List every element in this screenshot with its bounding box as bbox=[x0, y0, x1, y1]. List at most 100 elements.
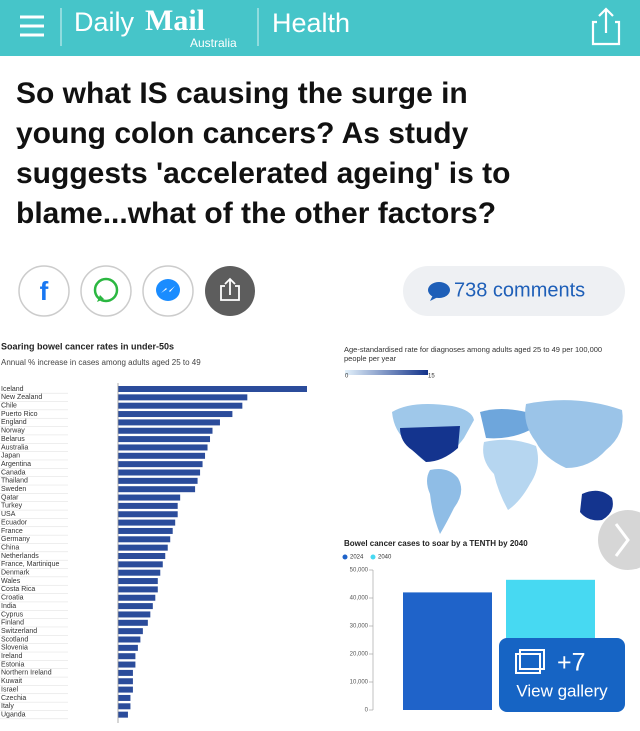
category-label: Belarus bbox=[1, 436, 25, 443]
bar bbox=[118, 469, 201, 476]
bar bbox=[118, 569, 161, 576]
comments-count: 738 comments bbox=[454, 279, 585, 301]
facebook-button[interactable]: f bbox=[18, 265, 70, 317]
gallery-button[interactable]: +7 View gallery bbox=[499, 638, 625, 712]
section-title[interactable]: Health bbox=[272, 8, 350, 38]
bar bbox=[118, 411, 233, 418]
brand-daily[interactable]: Daily bbox=[74, 7, 135, 37]
bar bbox=[118, 553, 166, 559]
category-label: Denmark bbox=[1, 570, 30, 577]
category-label: Ecuador bbox=[1, 519, 28, 526]
whatsapp-button[interactable] bbox=[80, 265, 132, 317]
bar bbox=[118, 494, 181, 501]
map-region bbox=[483, 439, 538, 510]
share-button[interactable] bbox=[591, 7, 621, 46]
comments-button[interactable]: 738 comments bbox=[403, 266, 625, 316]
bar bbox=[118, 419, 220, 426]
y-tick-label: 40,000 bbox=[350, 596, 369, 602]
legend-bar bbox=[345, 370, 428, 375]
bar bbox=[118, 644, 138, 651]
comment-icon bbox=[430, 295, 438, 301]
y-tick-label: 30,000 bbox=[350, 624, 369, 630]
bar bbox=[118, 536, 171, 543]
next-image-button[interactable] bbox=[598, 510, 640, 570]
bar bbox=[118, 452, 206, 459]
bar bbox=[118, 444, 208, 451]
bar bbox=[118, 703, 131, 710]
legend-tick-label: 0 bbox=[345, 374, 349, 380]
bar bbox=[118, 603, 153, 610]
map-title: people per year bbox=[344, 354, 397, 363]
bar bbox=[118, 436, 211, 443]
arrow-icon bbox=[614, 523, 630, 557]
bar bbox=[118, 477, 198, 484]
bar bbox=[118, 628, 143, 635]
headline-line: young colon cancers? As study bbox=[16, 117, 469, 150]
share-icon bbox=[591, 20, 621, 46]
legend-label: 2024 bbox=[350, 555, 364, 561]
category-label: Canada bbox=[1, 469, 26, 476]
headline-line: So what IS causing the surge in bbox=[16, 77, 468, 110]
category-label: Uganda bbox=[1, 711, 26, 718]
bar bbox=[118, 394, 248, 401]
menu-button[interactable] bbox=[20, 15, 44, 37]
category-label: Chile bbox=[1, 403, 17, 410]
share-article-button[interactable] bbox=[205, 266, 255, 316]
bar bbox=[118, 636, 141, 643]
headline-line: suggests 'accelerated ageing' is to bbox=[16, 157, 510, 190]
messenger-icon bbox=[156, 279, 180, 301]
category-label: Kuwait bbox=[1, 678, 22, 685]
bar bbox=[118, 594, 156, 601]
bar bbox=[118, 511, 178, 518]
category-label: Argentina bbox=[1, 461, 31, 468]
category-label: Scotland bbox=[1, 636, 28, 643]
brand-edition: Australia bbox=[190, 36, 237, 50]
category-label: Norway bbox=[1, 428, 25, 435]
messenger-button[interactable] bbox=[142, 265, 194, 317]
category-label: England bbox=[1, 419, 27, 426]
map-region bbox=[525, 400, 623, 468]
category-label: Ireland bbox=[1, 653, 23, 660]
category-label: Turkey bbox=[1, 503, 23, 510]
bar bbox=[118, 653, 136, 660]
category-label: Sweden bbox=[1, 486, 26, 493]
category-label: New Zealand bbox=[1, 394, 42, 401]
brand-mail[interactable]: Mail bbox=[145, 4, 205, 37]
category-label: Czechia bbox=[1, 695, 26, 702]
article-image[interactable]: Soaring bowel cancer rates in under-50s A… bbox=[0, 334, 640, 731]
bar bbox=[118, 619, 148, 626]
category-label: Wales bbox=[1, 578, 21, 585]
category-label: Japan bbox=[1, 453, 20, 460]
bar bbox=[118, 527, 173, 534]
map-region bbox=[580, 490, 613, 521]
bar bbox=[118, 586, 158, 593]
map-title: Age-standardised rate for diagnoses amon… bbox=[344, 345, 602, 354]
map-region bbox=[427, 469, 462, 534]
y-tick-label: 50,000 bbox=[350, 568, 369, 574]
category-label: Italy bbox=[1, 703, 14, 710]
arrow-circle bbox=[598, 510, 640, 570]
category-label: France bbox=[1, 528, 23, 535]
bar bbox=[118, 386, 307, 392]
category-label: China bbox=[1, 544, 19, 551]
button-circle bbox=[80, 265, 132, 317]
bar bbox=[118, 502, 178, 509]
y-tick-label: 0 bbox=[365, 708, 369, 714]
bar bbox=[118, 611, 151, 618]
category-label: USA bbox=[1, 511, 16, 518]
bar bbox=[118, 486, 196, 493]
bar bbox=[118, 402, 243, 409]
legend-swatch bbox=[342, 554, 348, 560]
category-label: Iceland bbox=[1, 386, 24, 393]
gallery-bg bbox=[499, 638, 625, 712]
bar bbox=[118, 686, 133, 693]
headline-line: blame...what of the other factors? bbox=[16, 197, 496, 230]
bar bbox=[118, 427, 213, 434]
chart-title: Bowel cancer cases to soar by a TENTH by… bbox=[344, 539, 528, 548]
whatsapp-icon bbox=[97, 295, 104, 302]
category-label: Qatar bbox=[1, 494, 19, 501]
category-label: Northern Ireland bbox=[1, 670, 52, 677]
gallery-label: View gallery bbox=[516, 681, 608, 700]
bar bbox=[118, 661, 136, 668]
